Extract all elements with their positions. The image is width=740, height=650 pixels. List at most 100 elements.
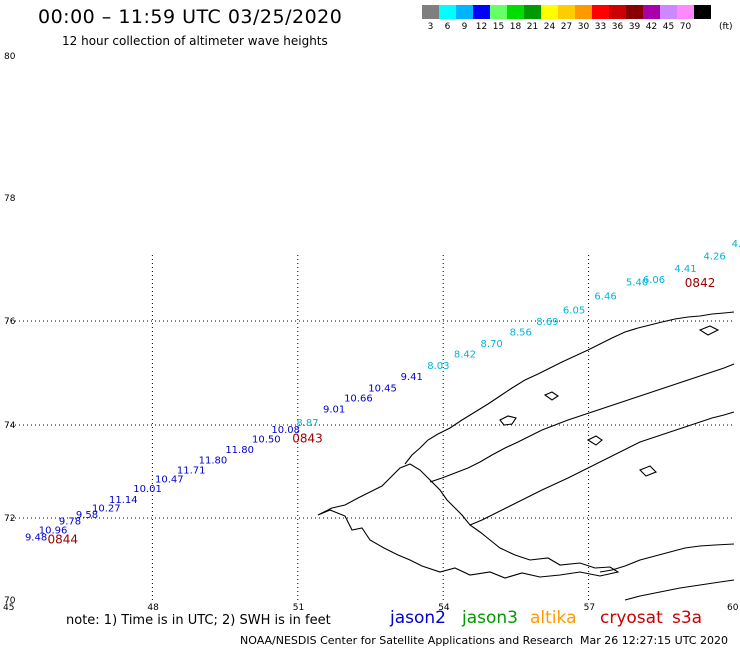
color-legend-unit: (ft) [719, 22, 733, 32]
page-title: 00:00 – 11:59 UTC 03/25/2020 [38, 6, 343, 28]
legend-label: 9 [461, 22, 468, 32]
wave-height-label: 10.01 [133, 484, 162, 495]
wave-height-label: 9.58 [76, 510, 98, 521]
legend-label: 21 [526, 22, 539, 32]
legend-label: 39 [628, 22, 641, 32]
wave-height-label: 11.14 [109, 495, 138, 506]
lon-tick-label: 54 [438, 603, 450, 613]
legend-color [660, 5, 677, 19]
legend-label: 18 [509, 22, 522, 32]
lat-tick-label: 70 [4, 596, 16, 606]
lat-tick-label: 72 [4, 514, 15, 524]
pass-time-label: 0842 [685, 276, 716, 290]
legend-swatch: 3 [422, 5, 439, 32]
wave-height-label: 10.50 [252, 435, 281, 446]
legend-swatch: 45 [660, 5, 677, 32]
legend-color [677, 5, 694, 19]
wave-height-label: 9.01 [323, 405, 345, 416]
legend-label: 12 [475, 22, 488, 32]
legend-color [575, 5, 592, 19]
legend-color [643, 5, 660, 19]
legend-swatch: 30 [575, 5, 592, 32]
satellite-track: 9.4810.969.789.5810.2711.1410.0110.4711.… [25, 239, 740, 546]
wave-height-label: 9.48 [25, 533, 47, 544]
legend-label: 15 [492, 22, 505, 32]
coastline [317, 311, 735, 601]
satellite-label-altika: altika [530, 608, 577, 628]
color-legend: 3 6 9 12 15 18 21 24 27 30 33 36 39 42 45 70 [422, 5, 711, 32]
wave-height-label: 4.26 [703, 252, 725, 263]
wave-height-label: 8.70 [481, 339, 503, 350]
pass-time-label: 0843 [292, 432, 323, 446]
legend-label: 33 [594, 22, 607, 32]
legend-label: 27 [560, 22, 573, 32]
legend-swatch: 39 [626, 5, 643, 32]
legend-swatch: 27 [558, 5, 575, 32]
legend-color [422, 5, 439, 19]
wave-height-label: 11.80 [225, 445, 254, 456]
wave-height-label: 10.47 [155, 475, 184, 486]
legend-color [592, 5, 609, 19]
legend-color [490, 5, 507, 19]
wave-height-label: 8.87 [296, 418, 318, 429]
wave-height-label: 4.41 [674, 264, 696, 275]
legend-color [558, 5, 575, 19]
legend-label: 3 [427, 22, 434, 32]
legend-label: 36 [611, 22, 624, 32]
wave-height-label: 10.45 [368, 384, 397, 395]
lon-tick-label: 51 [293, 603, 304, 613]
legend-label: 42 [645, 22, 658, 32]
legend-label: 30 [577, 22, 590, 32]
lon-tick-label: 60 [727, 603, 739, 613]
page-subtitle: 12 hour collection of altimeter wave hei… [62, 34, 328, 48]
lon-tick-label: 57 [584, 603, 595, 613]
wave-height-label: 6.05 [563, 306, 585, 317]
legend-swatch: 36 [609, 5, 626, 32]
wave-height-label: 10.27 [92, 503, 121, 514]
legend-swatch: 15 [490, 5, 507, 32]
legend-swatch: 70 [677, 5, 694, 32]
generated-timestamp: Mar 26 12:27:15 UTC 2020 [580, 634, 728, 647]
wave-height-label: 10.96 [39, 526, 68, 537]
wave-height-label: 8.03 [427, 361, 449, 372]
lon-tick-label: 45 [3, 603, 14, 613]
lon-tick-label: 48 [147, 603, 159, 613]
legend-swatch: 9 [456, 5, 473, 32]
wave-height-label: 9.78 [59, 517, 81, 528]
wave-height-label: 6.06 [643, 275, 665, 286]
legend-color [473, 5, 490, 19]
legend-swatch: 12 [473, 5, 490, 32]
lat-tick-label: 78 [4, 194, 16, 204]
satellite-label-s3a: s3a [672, 608, 703, 628]
legend-color [439, 5, 456, 19]
legend-color [609, 5, 626, 19]
legend-swatch: 6 [439, 5, 456, 32]
legend-label: 6 [444, 22, 451, 32]
wave-height-label: 8.69 [536, 317, 558, 328]
legend-label: 24 [543, 22, 556, 32]
legend-label: 70 [679, 22, 692, 32]
legend-swatch: 21 [524, 5, 541, 32]
wave-height-label: 11.80 [199, 456, 228, 467]
wave-height-label: 10.66 [344, 394, 373, 405]
wave-height-label: 8.42 [454, 349, 476, 360]
credit-line: NOAA/NESDIS Center for Satellite Applica… [240, 634, 574, 647]
lat-tick-label: 76 [4, 317, 16, 327]
legend-color [524, 5, 541, 19]
lat-tick-label: 74 [4, 421, 16, 431]
lat-lon-grid [7, 255, 734, 600]
satellite-label-jason3: jason3 [462, 608, 518, 628]
legend-color [626, 5, 643, 19]
pass-time-label: 0844 [47, 532, 78, 546]
legend-swatch: 24 [541, 5, 558, 32]
footnote: note: 1) Time is in UTC; 2) SWH is in fe… [66, 613, 331, 628]
legend-label: 45 [662, 22, 675, 32]
satellite-label-jason2: jason2 [390, 608, 446, 628]
wave-height-label: 11.71 [177, 465, 206, 476]
wave-height-label: 6.46 [594, 291, 616, 302]
wave-height-label: 9.41 [401, 372, 423, 383]
legend-swatch: 33 [592, 5, 609, 32]
wave-height-label: 10.08 [271, 425, 300, 436]
